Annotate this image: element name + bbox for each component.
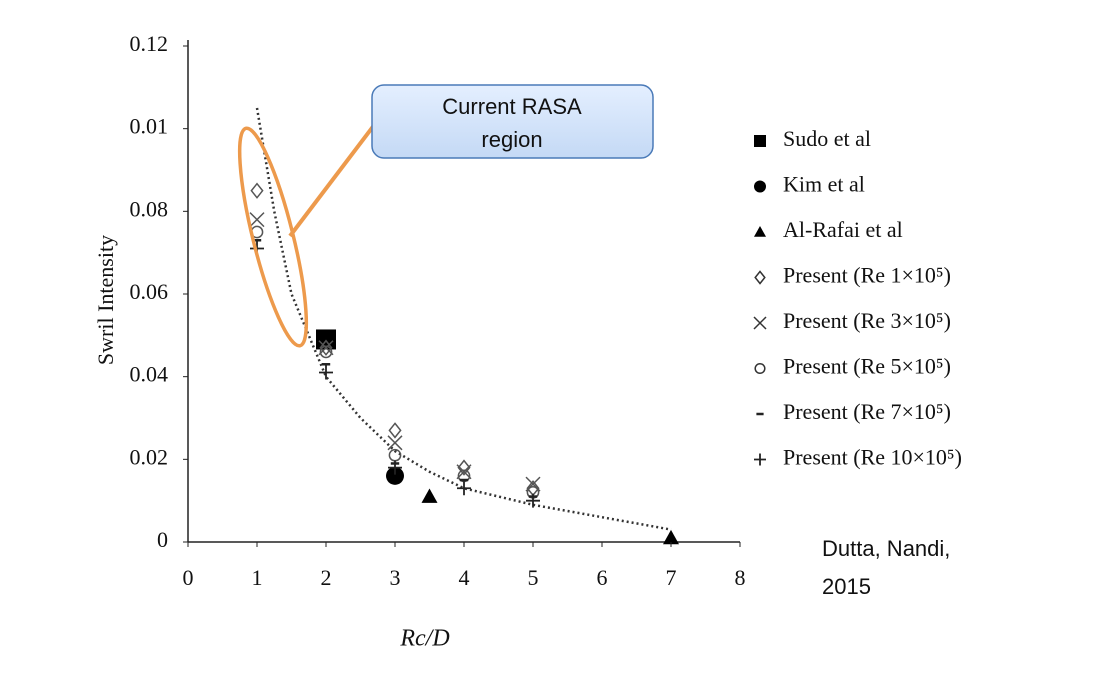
source-note: 2015 <box>822 574 871 599</box>
legend-label: Present (Re 3×10⁵) <box>783 308 951 333</box>
marker-cross <box>456 464 472 480</box>
legend-label: Present (Re 7×10⁵) <box>783 399 951 424</box>
marker-square <box>316 329 336 350</box>
x-tick-label: 8 <box>735 565 746 590</box>
marker-plus <box>388 460 402 475</box>
y-axis-label: Swril Intensity <box>93 235 118 365</box>
marker-triangle <box>754 226 766 237</box>
legend-entry: Sudo et al <box>754 126 871 151</box>
marker-diamond <box>250 182 264 199</box>
callout-pointer <box>288 118 380 238</box>
y-tick-label: 0.01 <box>130 114 169 139</box>
legend-label: Present (Re 10×10⁵) <box>783 445 962 470</box>
marker-open-circle <box>319 345 333 359</box>
y-tick-label: 0.02 <box>130 444 169 469</box>
legend-label: Present (Re 1×10⁵) <box>783 263 951 288</box>
marker-diamond <box>754 270 766 285</box>
marker-diamond <box>388 422 402 439</box>
x-tick-label: 1 <box>252 565 263 590</box>
legend-entry: Present (Re 7×10⁵) <box>756 399 951 424</box>
marker-plus <box>754 453 766 466</box>
y-tick-label: 0 <box>157 527 168 552</box>
x-tick-label: 6 <box>597 565 608 590</box>
legend-label: Sudo et al <box>783 126 871 151</box>
marker-circle <box>754 180 766 193</box>
callout-text: region <box>481 127 542 152</box>
legend-entry: Present (Re 10×10⁵) <box>754 445 962 470</box>
marker-diamond <box>457 459 471 476</box>
x-axis-label: Rc/D <box>399 626 449 652</box>
x-tick-label: 5 <box>528 565 539 590</box>
plot-area <box>249 107 679 545</box>
callout-text: Current RASA <box>442 94 582 119</box>
y-tick-label: 0.04 <box>130 362 169 387</box>
marker-plus <box>526 493 540 508</box>
marker-plus <box>457 481 471 496</box>
source-note: Dutta, Nandi, <box>822 536 950 561</box>
marker-circle <box>386 466 404 485</box>
marker-plus <box>319 365 333 380</box>
legend-label: Al-Rafai et al <box>783 217 903 242</box>
legend-entry: Kim et al <box>754 172 865 197</box>
marker-cross <box>753 316 767 330</box>
trend-line <box>255 107 672 531</box>
marker-open-circle <box>754 362 766 375</box>
legend-entry: Al-Rafai et al <box>754 217 903 242</box>
legend-entry: Present (Re 5×10⁵) <box>754 354 951 379</box>
x-tick-label: 0 <box>183 565 194 590</box>
callout-box <box>371 84 654 159</box>
marker-cross <box>387 435 403 451</box>
x-tick-label: 3 <box>390 565 401 590</box>
marker-triangle <box>421 488 438 503</box>
marker-diamond <box>319 339 333 356</box>
x-tick-label: 7 <box>666 565 677 590</box>
region-ellipse <box>237 126 309 348</box>
marker-cross <box>318 340 334 356</box>
y-tick-label: 0.08 <box>130 196 169 221</box>
marker-cross <box>249 212 265 228</box>
y-tick-label: 0.06 <box>130 279 169 304</box>
legend-entry: Present (Re 3×10⁵) <box>753 308 951 333</box>
marker-square <box>754 135 766 147</box>
legend-label: Present (Re 5×10⁵) <box>783 354 951 379</box>
x-tick-label: 4 <box>459 565 470 590</box>
x-tick-label: 2 <box>321 565 332 590</box>
y-tick-label: 0.12 <box>130 31 169 56</box>
legend-entry: Present (Re 1×10⁵) <box>754 263 951 288</box>
legend-label: Kim et al <box>783 172 865 197</box>
marker-triangle <box>663 529 679 545</box>
